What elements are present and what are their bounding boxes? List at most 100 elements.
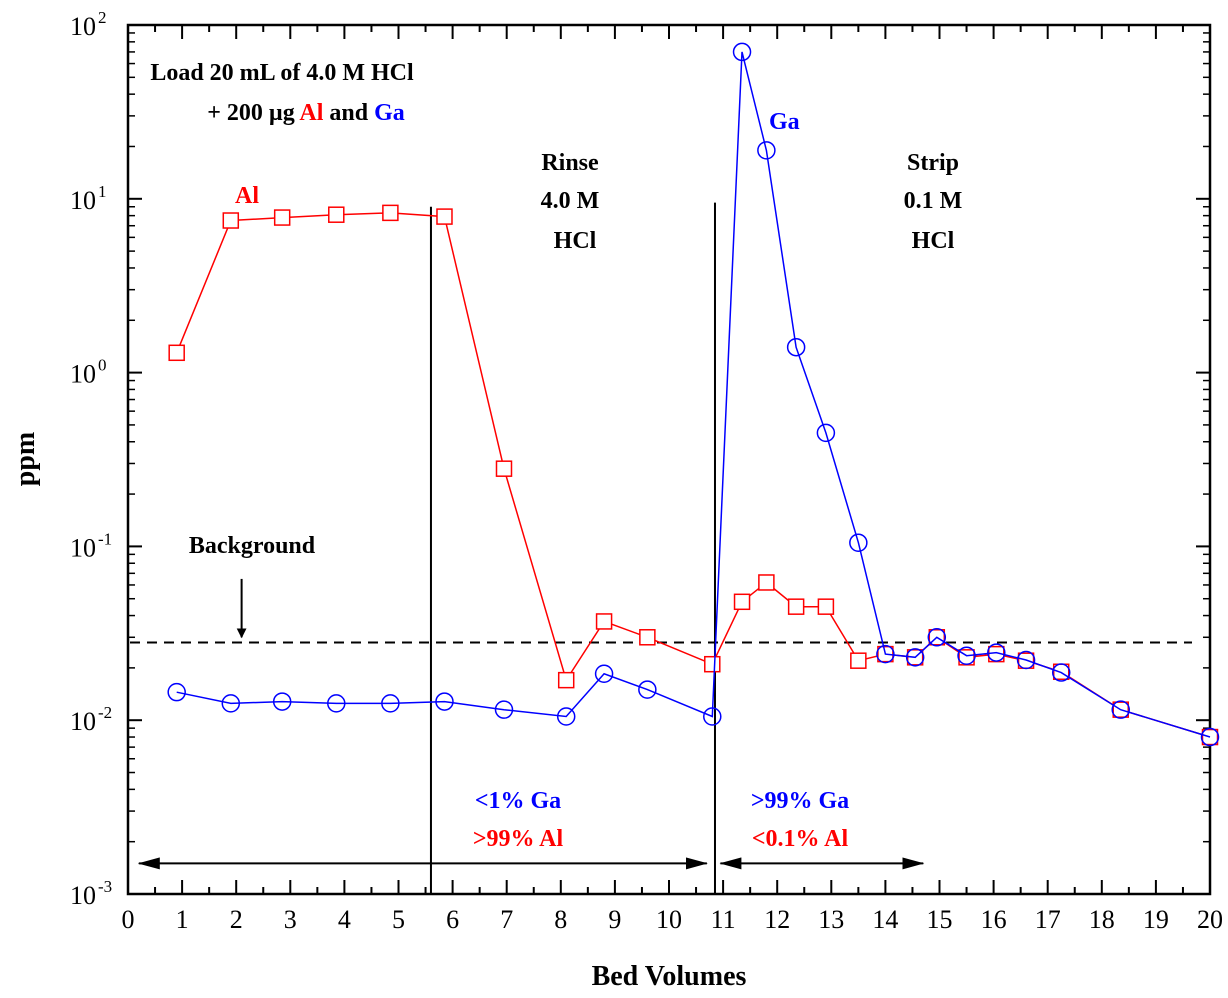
ga-data-point [435, 692, 454, 711]
ga-data-point [381, 694, 400, 713]
y-tick-label: 10 [70, 186, 96, 215]
al-data-point [758, 574, 775, 591]
y-tick-exponent: -3 [98, 877, 112, 896]
x-tick-label: 0 [122, 905, 135, 934]
x-tick-label: 18 [1089, 905, 1115, 934]
plot-frame [126, 23, 1212, 896]
ga-data-point [272, 692, 292, 711]
al-data-point [436, 208, 453, 225]
al-data-point [639, 629, 656, 646]
load-annotation-and: and [323, 100, 374, 126]
x-tick-label: 20 [1197, 905, 1223, 934]
x-tick-label: 7 [500, 905, 513, 934]
rinse-label-line1: Rinse [541, 150, 599, 176]
ga-data-point [1051, 663, 1071, 682]
strip-label-line1: Strip [907, 150, 959, 176]
x-tick-label: 17 [1035, 905, 1061, 934]
al-data-point [273, 209, 291, 226]
al-data-point [495, 460, 513, 477]
right-al-percent: <0.1% Al [752, 826, 849, 852]
ga-data-point [1111, 700, 1130, 719]
x-tick-label: 1 [176, 905, 189, 934]
x-tick-label: 3 [284, 905, 297, 934]
y-tick-label: 10 [70, 360, 96, 389]
x-tick-label: 15 [927, 905, 953, 934]
x-tick-label: 5 [392, 905, 405, 934]
al-data-point [328, 206, 345, 223]
ga-data-point [876, 644, 895, 664]
al-data-point [704, 655, 721, 673]
al-data-point [168, 344, 185, 362]
ga-data-point [167, 682, 186, 702]
axis-tick-labels: 0 1 2 3 4 5 6 7 8 9 10 11 12 13 14 15 16 17 18 19 2010-310-2… [70, 8, 1223, 934]
ga-data-point [757, 141, 776, 160]
al-data-point [850, 652, 867, 669]
x-tick-label: 10 [656, 905, 682, 934]
ga-data-point [594, 664, 614, 684]
x-tick-label: 12 [764, 905, 790, 934]
y-tick-label: 10 [70, 881, 96, 910]
al-series-line [176, 212, 1211, 738]
ga-data-point [732, 42, 752, 62]
x-tick-label: 2 [230, 905, 243, 934]
x-tick-label: 19 [1143, 905, 1169, 934]
load-annotation-prefix: + 200 µg [207, 100, 299, 126]
right-ga-percent: >99% Ga [751, 788, 849, 814]
rinse-label-line3: HCl [554, 228, 597, 254]
al-data-point [595, 613, 613, 630]
axis-ticks [127, 24, 1211, 895]
x-tick-label: 9 [608, 905, 621, 934]
load-annotation-line2: + 200 µg Al and Ga [207, 100, 405, 126]
x-tick-label: 8 [554, 905, 567, 934]
ga-data-point [905, 648, 925, 667]
strip-label-line3: HCl [912, 228, 955, 254]
y-tick-exponent: 0 [98, 356, 107, 375]
al-data-point [1201, 728, 1219, 746]
y-tick-label: 10 [70, 707, 96, 736]
ga-data-point [786, 337, 806, 357]
y-tick-exponent: -2 [98, 703, 112, 722]
ga-data-point [327, 694, 346, 713]
al-data-point [787, 598, 805, 615]
load-annotation-ga: Ga [374, 100, 405, 126]
al-data-point [733, 593, 751, 611]
x-tick-label: 11 [711, 905, 736, 934]
ga-data-point [494, 700, 514, 719]
y-tick-label: 10 [70, 12, 96, 41]
al-data-point [817, 598, 835, 615]
ga-data-point [927, 628, 947, 647]
ga-series-label: Ga [769, 109, 800, 135]
ga-data-point [957, 646, 976, 665]
load-annotation-line1: Load 20 mL of 4.0 M HCl [150, 60, 414, 86]
y-tick-exponent: -1 [98, 529, 112, 548]
left-al-percent: >99% Al [473, 826, 564, 852]
y-tick-exponent: 2 [98, 8, 107, 27]
al-series-label: Al [235, 183, 259, 209]
ga-data-point [1016, 650, 1036, 670]
ga-data-point [638, 680, 657, 699]
x-tick-label: 13 [818, 905, 844, 934]
al-data-point [222, 212, 240, 229]
left-ga-percent: <1% Ga [475, 788, 561, 814]
ga-data-point [987, 643, 1006, 662]
x-axis-title: Bed Volumes [592, 961, 747, 992]
ga-data-point [816, 423, 836, 443]
y-axis-title: ppm [10, 432, 41, 486]
al-data-point [382, 204, 399, 222]
ga-data-point [556, 707, 576, 726]
strip-label-line2: 0.1 M [904, 188, 963, 214]
al-data-point [557, 671, 575, 689]
load-annotation-al: Al [299, 100, 323, 126]
ga-data-point [849, 533, 868, 552]
ga-data-point [703, 707, 722, 726]
x-tick-label: 4 [338, 905, 351, 934]
x-tick-label: 16 [981, 905, 1007, 934]
rinse-label-line2: 4.0 M [541, 188, 600, 214]
ga-series-line [176, 51, 1211, 738]
x-tick-label: 6 [446, 905, 459, 934]
ga-data-point [1200, 727, 1220, 747]
background-label: Background [189, 533, 316, 559]
ga-data-point [221, 694, 241, 713]
y-tick-label: 10 [70, 533, 96, 562]
